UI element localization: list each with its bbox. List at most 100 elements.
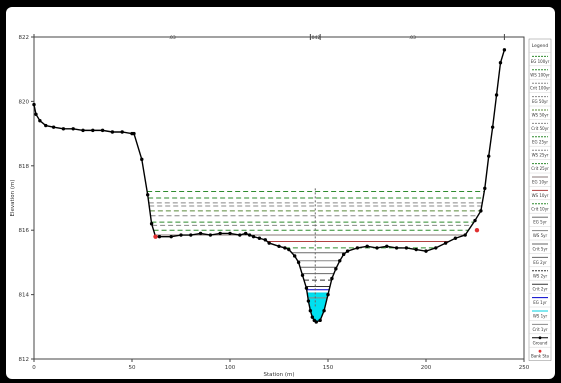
ground-point bbox=[483, 186, 487, 191]
legend-entry-label: EG 1yr bbox=[533, 300, 547, 305]
ground-point bbox=[91, 128, 95, 133]
ground-point bbox=[51, 125, 56, 129]
ground-point bbox=[300, 273, 305, 277]
ground-point bbox=[243, 231, 248, 236]
ground-point bbox=[110, 130, 115, 134]
ground-point bbox=[277, 244, 281, 248]
legend-entry-label: Crit 2yr bbox=[533, 287, 548, 292]
ground-point bbox=[394, 246, 399, 250]
ground-point bbox=[251, 234, 256, 239]
ground-point bbox=[355, 246, 360, 250]
ground-point bbox=[385, 244, 389, 248]
legend-entry-label: EG 10yr bbox=[532, 180, 548, 185]
ground-point bbox=[326, 292, 330, 297]
ground-point bbox=[292, 254, 297, 258]
ground-point bbox=[149, 222, 154, 226]
ground-point bbox=[334, 267, 338, 271]
legend-entry-label: Crit 50yr bbox=[531, 126, 549, 131]
reach-bar: .03 .042 .03 bbox=[33, 34, 505, 41]
ground-point bbox=[61, 127, 66, 131]
water-fill-layer bbox=[307, 292, 329, 322]
reach-bar-label: .03 bbox=[409, 35, 416, 41]
legend-entry-label: Bank Sta bbox=[531, 354, 549, 359]
legend-title: Legend bbox=[532, 43, 549, 49]
ground-point bbox=[283, 246, 287, 250]
ground-point bbox=[345, 249, 350, 253]
ground-point bbox=[310, 315, 315, 319]
water-fill-ws-1yr bbox=[307, 292, 329, 322]
ground-point bbox=[463, 233, 467, 237]
ground-point bbox=[322, 309, 326, 313]
cross-section-chart: 0 50 100 150 200 250 812 814 816 818 820 822 Station… bbox=[10, 34, 552, 378]
ground-point bbox=[228, 231, 232, 236]
ground-point bbox=[308, 309, 313, 313]
legend-entry-label: EG 100yr bbox=[531, 59, 550, 64]
ground-point bbox=[318, 318, 322, 323]
legend-entry-label: WS 5yr bbox=[533, 233, 548, 238]
ground-point bbox=[267, 241, 271, 245]
y-tick-label: 822 bbox=[19, 35, 30, 41]
ground-point bbox=[140, 157, 144, 162]
x-tick-label: 50 bbox=[129, 365, 136, 371]
ground-point bbox=[44, 123, 48, 128]
legend-entry-label: EG 25yr bbox=[532, 139, 548, 144]
legend-entry-label: WS 2yr bbox=[533, 273, 548, 278]
ground-point bbox=[34, 112, 38, 116]
ground-point bbox=[247, 233, 252, 237]
x-tick-label: 200 bbox=[421, 365, 432, 371]
ground-point bbox=[375, 246, 379, 250]
ground-point bbox=[487, 154, 491, 158]
x-tick-label: 0 bbox=[32, 365, 36, 371]
ground-point bbox=[473, 218, 477, 223]
ground-point bbox=[453, 236, 458, 240]
legend-entry-label: Crit 100yr bbox=[530, 86, 550, 91]
ground-point bbox=[502, 48, 507, 52]
legend-entry-label: EG 5yr bbox=[533, 220, 547, 225]
legend-swatch bbox=[538, 349, 542, 353]
ground-point bbox=[218, 231, 222, 236]
ground-point bbox=[338, 259, 342, 263]
ground-point bbox=[32, 102, 36, 107]
ground-point bbox=[479, 209, 483, 213]
ground-point bbox=[120, 130, 124, 134]
legend-entry-label: EG 2yr bbox=[533, 260, 547, 265]
y-axis-label: Elevation (m) bbox=[10, 180, 16, 217]
ground-point bbox=[306, 299, 311, 303]
ground-point bbox=[330, 276, 334, 281]
ground-point bbox=[198, 231, 203, 236]
legend-entry-label: WS 100yr bbox=[530, 72, 550, 77]
x-axis-label: Station (m) bbox=[264, 372, 295, 378]
y-tick-label: 812 bbox=[19, 357, 30, 363]
ground-point bbox=[179, 233, 183, 237]
ground-point bbox=[490, 125, 495, 129]
legend-entry-label: Ground bbox=[533, 340, 548, 345]
legend-entry-label: Crit 1yr bbox=[533, 327, 548, 332]
legend-entry-label: Crit 5yr bbox=[533, 247, 548, 252]
y-tick-label: 814 bbox=[19, 293, 30, 299]
ground-point bbox=[296, 260, 301, 265]
legend-entry-label: WS 50yr bbox=[532, 113, 549, 118]
y-tick-label: 818 bbox=[19, 164, 30, 170]
ground-point bbox=[238, 233, 242, 237]
ground-point bbox=[145, 193, 150, 197]
ground-point bbox=[424, 249, 428, 253]
ground-point bbox=[169, 234, 173, 239]
ground-point bbox=[494, 93, 499, 97]
water-level-lines bbox=[147, 188, 485, 308]
ground-point bbox=[132, 131, 136, 136]
legend-entry-label: Crit 10yr bbox=[531, 206, 549, 211]
ground-point bbox=[81, 128, 85, 133]
chart-frame: 0 50 100 150 200 250 812 814 816 818 820 822 Station… bbox=[6, 7, 555, 379]
ground-point bbox=[434, 246, 438, 250]
bank-station-point bbox=[474, 228, 480, 233]
axes: 0 50 100 150 200 250 812 814 816 818 820 822 Station… bbox=[10, 35, 530, 378]
ground-point bbox=[443, 241, 448, 245]
ground-point bbox=[287, 247, 291, 252]
ground-point bbox=[414, 247, 418, 252]
x-tick-label: 100 bbox=[225, 365, 236, 371]
legend-entry-label: WS 10yr bbox=[532, 193, 549, 198]
bank-station-point bbox=[153, 234, 158, 239]
ground-point bbox=[208, 233, 213, 237]
reach-bar-label: .042 bbox=[310, 35, 320, 41]
legend-entry-label: Crit 25yr bbox=[531, 166, 549, 171]
